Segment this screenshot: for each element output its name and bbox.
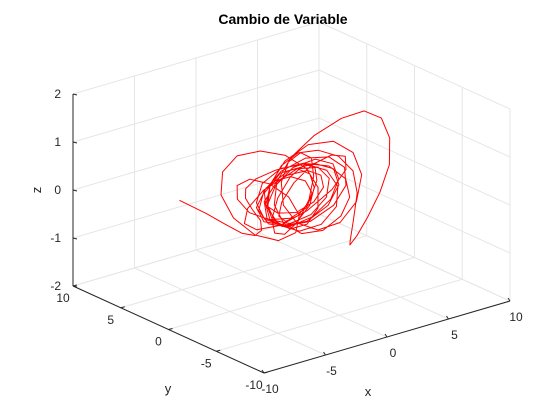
z-tick-mark <box>72 189 78 192</box>
z-tick-mark <box>72 237 78 240</box>
floor-gridline <box>216 278 463 352</box>
y-tick-mark <box>120 306 125 309</box>
x-tick-label: -10 <box>261 382 279 396</box>
z-tick-label: 0 <box>54 183 61 197</box>
x-tick-mark <box>323 351 326 356</box>
y-tick-label: 5 <box>107 313 114 327</box>
z-tick-label: 1 <box>54 135 61 149</box>
y-tick-label: 10 <box>56 291 70 305</box>
y-tick-label: 0 <box>155 335 162 349</box>
series-line <box>179 110 391 246</box>
y-tick-mark <box>216 349 221 352</box>
side-wall-gridline <box>318 21 511 110</box>
z-axis-label: z <box>29 187 44 194</box>
side-wall-gridline <box>318 213 511 302</box>
y-tick-label: -10 <box>245 378 263 392</box>
back-wall-gridline <box>72 69 320 143</box>
z-tick-mark <box>72 93 78 96</box>
x-axis-label: x <box>365 384 372 399</box>
y-tick-mark <box>168 328 173 330</box>
floor-gridline <box>168 257 415 330</box>
z-tick-label: -1 <box>50 231 61 245</box>
y-axis-label: y <box>165 381 172 396</box>
y-tick-mark <box>263 371 269 374</box>
x-tick-mark <box>446 315 449 320</box>
x-tick-label: 10 <box>509 310 523 324</box>
side-wall-gridline <box>318 117 511 206</box>
z-tick-mark <box>72 141 78 144</box>
y-tick-label: -5 <box>201 356 212 370</box>
back-wall-gridline <box>72 165 320 239</box>
z-tick-mark <box>72 285 78 288</box>
x-tick-mark <box>384 333 388 338</box>
side-wall-gridline <box>318 69 511 158</box>
back-wall-gridline <box>72 117 320 191</box>
axes <box>72 93 511 374</box>
side-wall-gridline <box>318 165 511 254</box>
x-tick-label: 5 <box>451 328 458 342</box>
z-tick-label: 2 <box>54 87 61 101</box>
x-tick-label: -5 <box>326 364 337 378</box>
chart-title: Cambio de Variable <box>218 11 347 27</box>
floor-gridline <box>120 235 367 309</box>
back-wall-gridline <box>72 21 320 95</box>
z-tick-label: -2 <box>50 279 61 293</box>
plot-area <box>179 110 391 246</box>
x-tick-mark <box>261 369 265 374</box>
x-tick-label: 0 <box>390 346 397 360</box>
x-tick-mark <box>507 297 511 302</box>
